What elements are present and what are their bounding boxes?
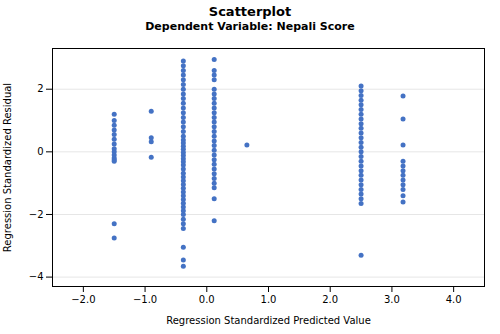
svg-text:2: 2 [37,83,43,94]
svg-text:0.0: 0.0 [199,294,215,305]
svg-text:Regression Standardized Predic: Regression Standardized Predicted Value [166,315,371,326]
svg-text:−2.0: −2.0 [71,294,95,305]
svg-text:Regression Standardized Residu: Regression Standardized Residual [2,83,13,252]
svg-text:1.0: 1.0 [261,294,277,305]
svg-text:0: 0 [37,146,43,157]
svg-text:−2: −2 [29,209,44,220]
svg-text:3.0: 3.0 [384,294,400,305]
html-text:Scatterplot: Scatterplot [208,4,292,19]
svg-text:−1.0: −1.0 [133,294,157,305]
html-text:Dependent Variable: Nepali Sco: Dependent Variable: Nepali Score [145,20,355,33]
svg-text:−4: −4 [29,271,44,282]
svg-text:2.0: 2.0 [322,294,338,305]
svg-text:4.0: 4.0 [446,294,462,305]
